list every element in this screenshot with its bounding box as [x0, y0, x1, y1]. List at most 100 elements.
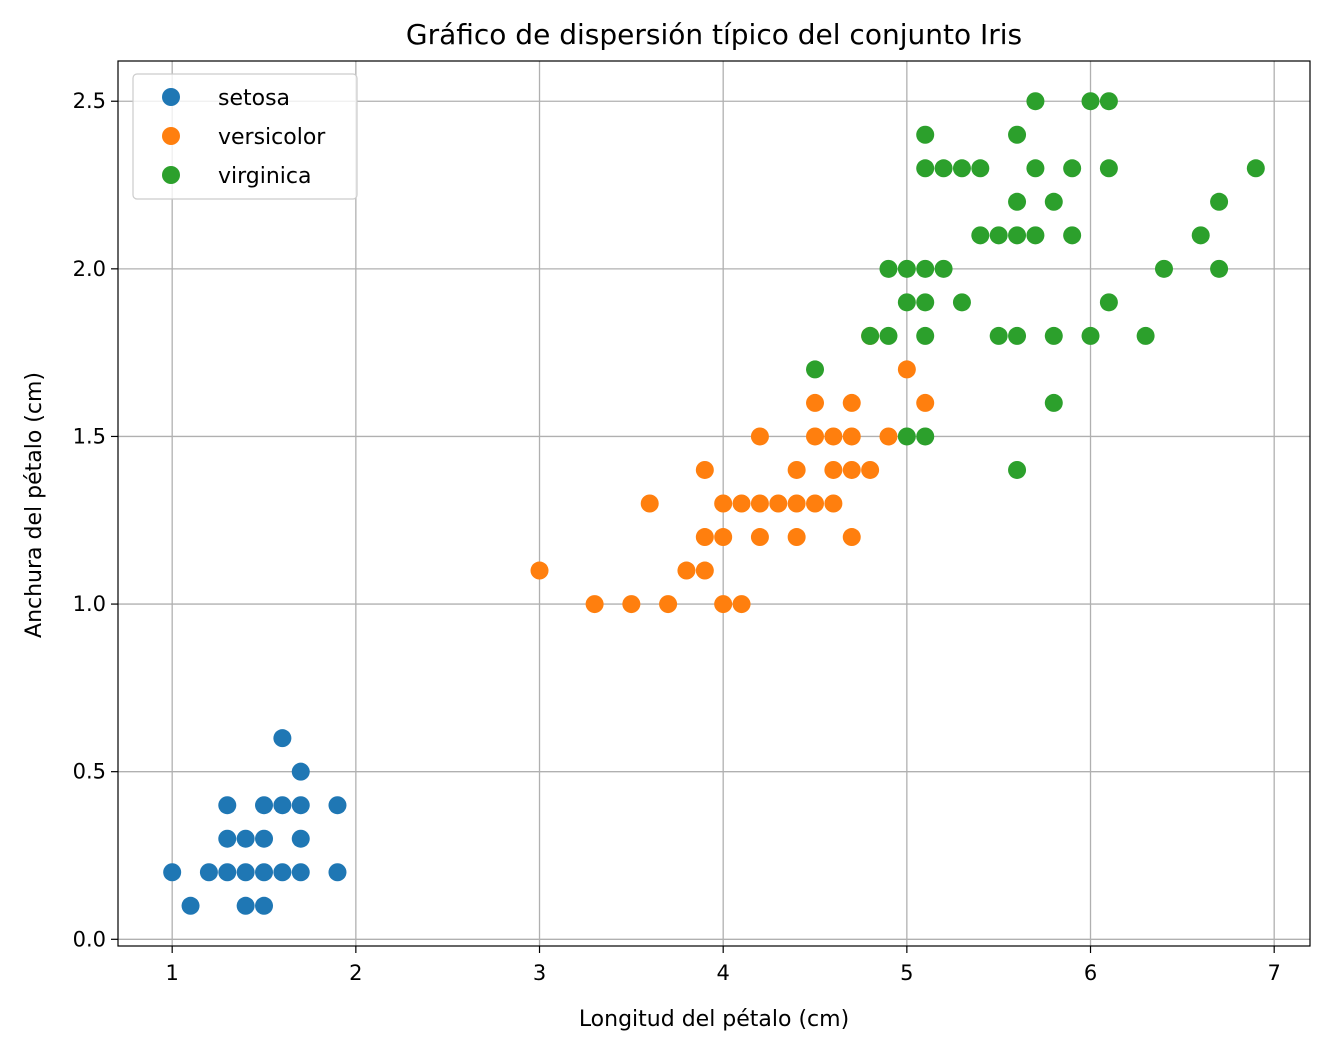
legend-label-setosa: setosa	[218, 86, 290, 111]
data-point-versicolor	[824, 427, 843, 446]
x-tick-label: 3	[533, 961, 546, 985]
data-point-virginica	[971, 226, 990, 245]
data-point-versicolor	[824, 460, 843, 479]
legend: setosa versicolor virginica	[132, 73, 358, 200]
data-point-setosa	[273, 729, 292, 748]
data-point-setosa	[218, 863, 237, 882]
data-point-virginica	[1026, 159, 1045, 178]
data-point-virginica	[1008, 125, 1027, 144]
data-point-versicolor	[861, 460, 880, 479]
data-point-virginica	[916, 125, 935, 144]
data-point-virginica	[879, 326, 898, 345]
data-point-virginica	[989, 226, 1008, 245]
data-point-versicolor	[897, 360, 916, 379]
y-tick-label: 2.5	[73, 89, 106, 113]
data-point-virginica	[916, 427, 935, 446]
data-point-virginica	[1081, 92, 1100, 111]
data-point-versicolor	[750, 528, 769, 547]
legend-marker-setosa	[162, 88, 180, 106]
data-point-virginica	[916, 159, 935, 178]
legend-label-virginica: virginica	[218, 164, 312, 189]
axis-ticks: 1 2 3 4 5 6 7 0.0 0.5 1.0 1.5 2.0 2.5	[73, 89, 1281, 985]
data-point-virginica	[1044, 192, 1063, 211]
data-point-virginica	[934, 159, 953, 178]
data-point-setosa	[163, 863, 182, 882]
data-point-versicolor	[530, 561, 549, 580]
data-point-versicolor	[787, 494, 806, 513]
data-point-setosa	[255, 829, 274, 848]
y-tick-label: 2.0	[73, 257, 106, 281]
data-point-versicolor	[824, 494, 843, 513]
x-axis-label: Longitud del pétalo (cm)	[579, 1007, 849, 1032]
data-point-setosa	[236, 896, 255, 915]
grid-lines	[118, 61, 1310, 946]
data-point-versicolor	[879, 427, 898, 446]
data-point-setosa	[291, 829, 310, 848]
data-point-virginica	[1026, 226, 1045, 245]
data-point-virginica	[1008, 226, 1027, 245]
data-point-versicolor	[732, 494, 751, 513]
data-point-versicolor	[677, 561, 696, 580]
data-point-versicolor	[806, 494, 825, 513]
x-tick-label: 1	[165, 961, 178, 985]
data-point-virginica	[952, 159, 971, 178]
data-point-setosa	[236, 863, 255, 882]
data-point-virginica	[952, 293, 971, 312]
data-point-versicolor	[695, 528, 714, 547]
data-point-virginica	[916, 259, 935, 278]
data-point-virginica	[1099, 159, 1118, 178]
data-point-virginica	[897, 293, 916, 312]
data-point-virginica	[1210, 259, 1229, 278]
data-point-virginica	[1044, 326, 1063, 345]
data-point-virginica	[1044, 393, 1063, 412]
data-point-versicolor	[695, 460, 714, 479]
data-point-versicolor	[787, 528, 806, 547]
data-point-setosa	[236, 829, 255, 848]
data-point-versicolor	[750, 494, 769, 513]
data-points	[163, 92, 1265, 915]
data-point-virginica	[806, 360, 825, 379]
data-point-versicolor	[732, 595, 751, 614]
x-tick-label: 7	[1267, 961, 1280, 985]
data-point-virginica	[1154, 259, 1173, 278]
y-tick-label: 0.0	[73, 927, 106, 951]
data-point-setosa	[255, 863, 274, 882]
data-point-setosa	[291, 796, 310, 815]
data-point-versicolor	[842, 427, 861, 446]
data-point-virginica	[1026, 92, 1045, 111]
data-point-virginica	[1246, 159, 1265, 178]
data-point-virginica	[1136, 326, 1155, 345]
y-tick-label: 0.5	[73, 760, 106, 784]
data-point-virginica	[1008, 192, 1027, 211]
y-tick-label: 1.0	[73, 592, 106, 616]
data-point-versicolor	[714, 528, 733, 547]
data-point-versicolor	[714, 595, 733, 614]
data-point-virginica	[1063, 159, 1082, 178]
data-point-virginica	[879, 259, 898, 278]
data-point-versicolor	[806, 427, 825, 446]
data-point-virginica	[1081, 326, 1100, 345]
data-point-virginica	[861, 326, 880, 345]
data-point-virginica	[1210, 192, 1229, 211]
y-axis-label: Anchura del pétalo (cm)	[22, 372, 47, 638]
data-point-setosa	[218, 829, 237, 848]
data-point-versicolor	[695, 561, 714, 580]
data-point-versicolor	[842, 393, 861, 412]
plot-area-frame	[117, 60, 1311, 947]
series-versicolor	[530, 326, 935, 614]
data-point-virginica	[1191, 226, 1210, 245]
chart-title: Gráfico de dispersión típico del conjunt…	[406, 18, 1022, 51]
data-point-versicolor	[842, 460, 861, 479]
data-point-versicolor	[842, 528, 861, 547]
data-point-virginica	[1099, 293, 1118, 312]
series-setosa	[163, 729, 347, 915]
y-tick-label: 1.5	[73, 424, 106, 448]
legend-label-versicolor: versicolor	[218, 125, 326, 150]
legend-frame	[132, 73, 358, 200]
data-point-virginica	[1063, 226, 1082, 245]
data-point-virginica	[897, 427, 916, 446]
legend-marker-versicolor	[162, 127, 180, 145]
data-point-versicolor	[714, 494, 733, 513]
data-point-setosa	[328, 796, 347, 815]
